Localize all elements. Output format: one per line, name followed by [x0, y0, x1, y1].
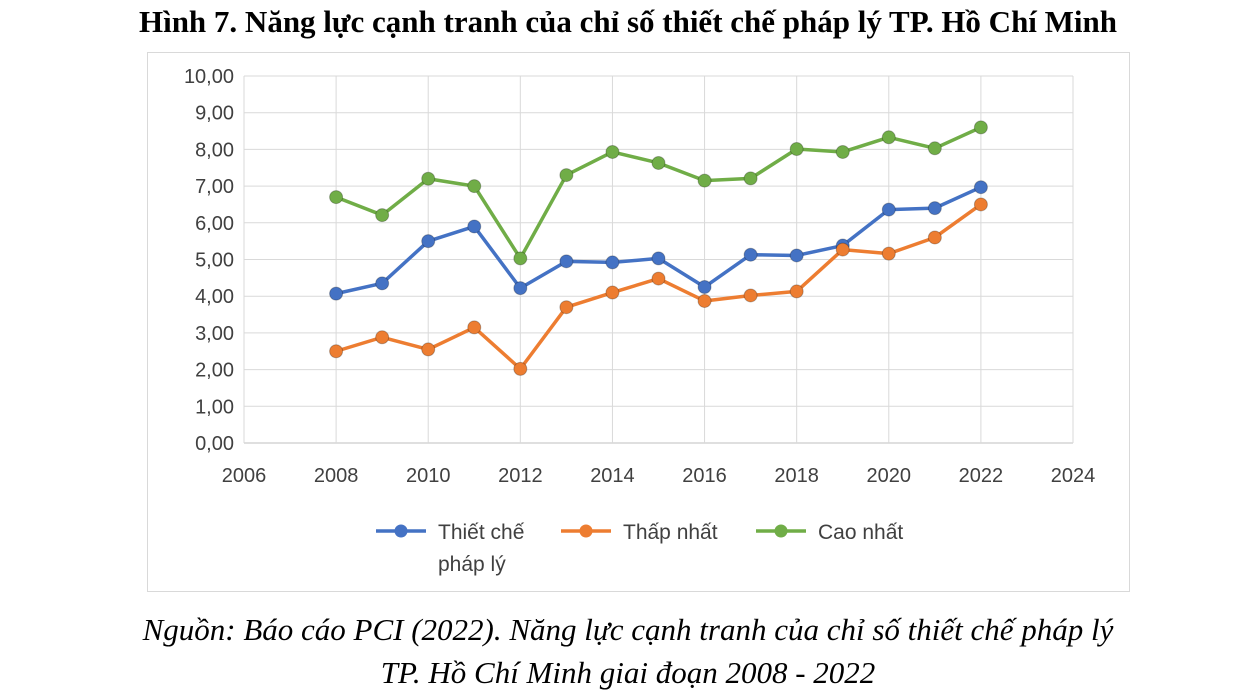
data-point	[605, 144, 620, 159]
y-tick-label: 1,00	[195, 396, 234, 418]
data-point	[973, 120, 988, 135]
data-point	[835, 242, 850, 257]
data-point	[789, 142, 804, 157]
x-tick-label: 2006	[222, 465, 267, 487]
data-point	[559, 300, 574, 315]
data-point	[375, 208, 390, 223]
legend: Thiết chế pháp lý Thấp nhất Cao nhất	[376, 521, 903, 576]
y-tick-label: 6,00	[195, 213, 234, 235]
x-tick-label: 2024	[1051, 465, 1096, 487]
data-point	[605, 255, 620, 270]
chart-frame: 0,00 1,00 2,00 3,00 4,00 5,00 6,00 7,00 8,00 9,00…	[147, 52, 1130, 592]
data-point	[835, 144, 850, 159]
data-point	[513, 361, 528, 376]
data-point	[467, 219, 482, 234]
legend-marker	[579, 524, 593, 538]
data-point	[743, 288, 758, 303]
data-point	[973, 197, 988, 212]
source-line-2: TP. Hồ Chí Minh giai đoạn 2008 - 2022	[380, 655, 876, 690]
series-1	[329, 180, 988, 301]
data-point	[375, 330, 390, 345]
y-tick-label: 3,00	[195, 323, 234, 345]
series-lines	[329, 120, 988, 376]
y-tick-label: 2,00	[195, 360, 234, 382]
data-point	[697, 280, 712, 295]
series-2	[329, 197, 988, 376]
data-point	[743, 171, 758, 186]
data-point	[881, 130, 896, 145]
y-tick-label: 8,00	[195, 139, 234, 161]
data-point	[467, 179, 482, 194]
data-point	[605, 285, 620, 300]
data-point	[513, 281, 528, 296]
y-tick-label: 7,00	[195, 176, 234, 198]
legend-marker	[394, 524, 408, 538]
data-point	[651, 271, 666, 286]
data-point	[375, 276, 390, 291]
data-point	[559, 168, 574, 183]
legend-item-2: Thấp nhất	[561, 521, 718, 544]
data-point	[881, 246, 896, 261]
source-caption: Nguồn: Báo cáo PCI (2022). Năng lực cạnh…	[0, 608, 1256, 694]
data-point	[973, 180, 988, 195]
data-point	[329, 286, 344, 301]
x-tick-label: 2016	[682, 465, 727, 487]
legend-item-1: Thiết chế pháp lý	[376, 521, 525, 576]
x-axis-ticks: 2006 2008 2010 2012 2014 2016 2018 2020 2022 2024	[222, 465, 1096, 487]
y-tick-label: 10,00	[184, 66, 234, 88]
data-point	[421, 234, 436, 249]
series-3	[329, 120, 988, 266]
x-tick-label: 2014	[590, 465, 635, 487]
y-tick-label: 4,00	[195, 286, 234, 308]
data-point	[881, 202, 896, 217]
legend-item-3: Cao nhất	[756, 521, 903, 544]
data-point	[789, 248, 804, 263]
data-point	[329, 344, 344, 359]
line-chart: 0,00 1,00 2,00 3,00 4,00 5,00 6,00 7,00 8,00 9,00…	[184, 66, 1096, 576]
x-tick-label: 2012	[498, 465, 543, 487]
data-point	[789, 284, 804, 299]
source-line-1: Nguồn: Báo cáo PCI (2022). Năng lực cạnh…	[142, 612, 1114, 647]
data-point	[467, 320, 482, 335]
data-point	[421, 171, 436, 186]
legend-label: Thấp nhất	[623, 521, 718, 544]
x-tick-label: 2018	[774, 465, 819, 487]
data-point	[697, 173, 712, 188]
data-point	[743, 247, 758, 262]
data-point	[927, 230, 942, 245]
legend-label: Cao nhất	[818, 521, 903, 544]
x-tick-label: 2008	[314, 465, 359, 487]
data-point	[927, 201, 942, 216]
data-point	[559, 254, 574, 269]
y-tick-label: 5,00	[195, 250, 234, 272]
x-tick-label: 2022	[959, 465, 1004, 487]
legend-marker	[774, 524, 788, 538]
data-point	[697, 293, 712, 308]
data-point	[513, 251, 528, 266]
figure-title: Hình 7. Năng lực cạnh tranh của chỉ số t…	[138, 4, 1118, 39]
data-point	[927, 141, 942, 156]
data-point	[651, 251, 666, 266]
data-point	[421, 342, 436, 357]
y-tick-label: 0,00	[195, 433, 234, 455]
y-tick-label: 9,00	[195, 103, 234, 125]
x-tick-label: 2020	[867, 465, 912, 487]
y-axis-ticks: 0,00 1,00 2,00 3,00 4,00 5,00 6,00 7,00 8,00 9,00…	[184, 66, 234, 455]
data-point	[329, 190, 344, 205]
legend-label: Thiết chế	[438, 521, 525, 544]
x-tick-label: 2010	[406, 465, 451, 487]
data-point	[651, 155, 666, 170]
legend-label: pháp lý	[438, 553, 506, 576]
